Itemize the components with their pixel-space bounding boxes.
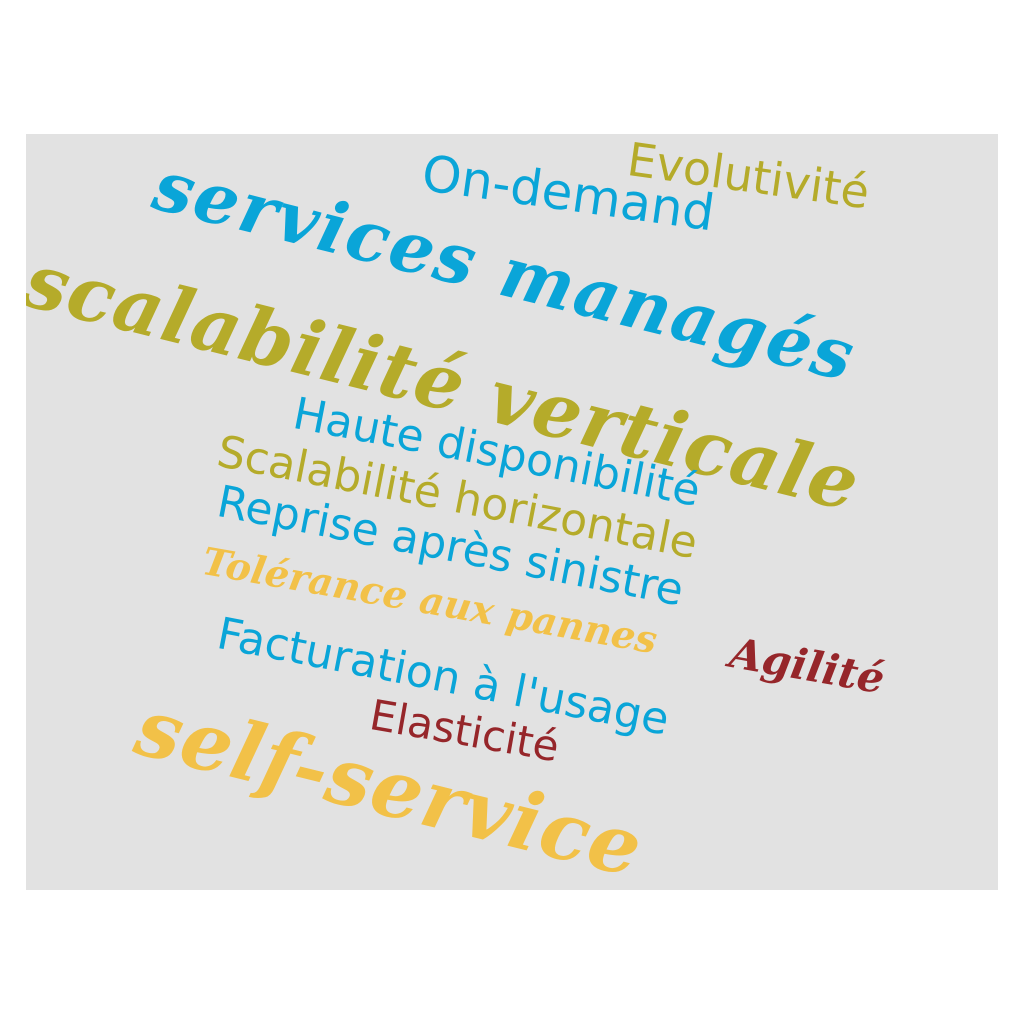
word-agilite: Agilité <box>726 628 889 704</box>
word-cloud: Evolutivité On-demand services managés s… <box>26 134 998 890</box>
